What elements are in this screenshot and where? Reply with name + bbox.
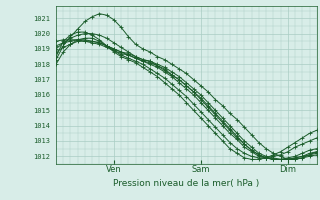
X-axis label: Pression niveau de la mer( hPa ): Pression niveau de la mer( hPa ) (113, 179, 260, 188)
